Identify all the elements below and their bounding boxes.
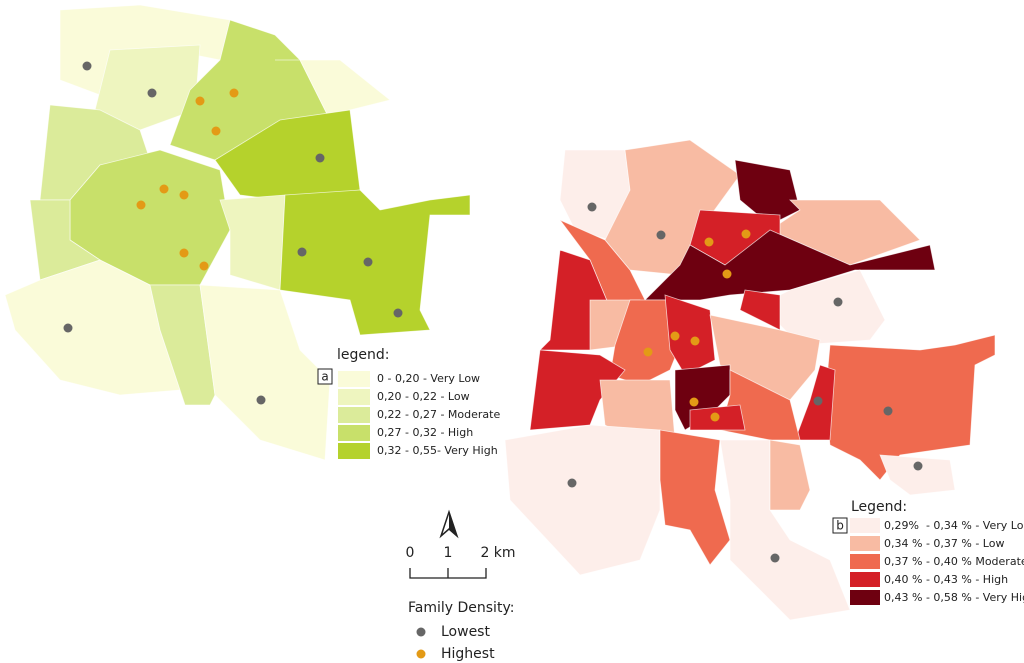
highest-symbol	[416, 649, 426, 659]
legend-item: 0,40 % - 0,43 % - High	[884, 573, 1008, 586]
highest-point	[229, 88, 239, 98]
legend-item: 0,20 - 0,22 - Low	[377, 390, 470, 403]
highest-point	[159, 184, 169, 194]
legend-swatch	[850, 590, 880, 605]
legend-item: 0,22 - 0,27 - Moderate	[377, 408, 500, 421]
legend-item: 0,37 % - 0,40 % Moderate	[884, 555, 1024, 568]
highest-point	[741, 229, 751, 239]
highest-point	[689, 397, 699, 407]
regions	[4, 4, 996, 621]
lowest-point	[256, 395, 266, 405]
legend-swatch	[338, 443, 370, 459]
district	[644, 229, 936, 301]
legend-item: 0,34 % - 0,37 % - Low	[884, 537, 1004, 550]
district	[219, 194, 286, 291]
district	[734, 159, 801, 226]
panel-label: a	[321, 370, 328, 384]
highest-point	[722, 269, 732, 279]
legend-item: 0,43 % - 0,58 % - Very High	[884, 591, 1024, 604]
scale-label: 0	[406, 545, 415, 561]
lowest-point	[297, 247, 307, 257]
legend-item: 0,29% - 0,34 % - Very Low	[884, 519, 1024, 532]
district	[29, 199, 101, 281]
legend-swatch	[338, 425, 370, 441]
lowest-point	[833, 297, 843, 307]
legend-swatch	[338, 407, 370, 423]
panel-label-box	[317, 368, 333, 385]
legend-swatch	[850, 518, 880, 533]
lowest-point	[813, 396, 823, 406]
district	[824, 334, 996, 481]
legend-title: Legend:	[851, 499, 907, 515]
highest-point	[690, 336, 700, 346]
lowest-symbol	[416, 627, 426, 637]
lowest-point	[315, 153, 325, 163]
highest-point	[179, 190, 189, 200]
highest-point	[199, 261, 209, 271]
highest-point	[136, 200, 146, 210]
lowest-point	[656, 230, 666, 240]
highest-point	[670, 331, 680, 341]
lowest-point	[147, 88, 157, 98]
district	[504, 424, 661, 576]
highest-point	[195, 96, 205, 106]
legend-item: 0,32 - 0,55- Very High	[377, 444, 498, 457]
scale-label: 2 km	[480, 545, 515, 561]
scale-label: 1	[444, 545, 453, 561]
legend-swatch	[338, 371, 370, 387]
points-legend-item: Lowest	[441, 624, 490, 640]
highest-point	[179, 248, 189, 258]
north-arrow-half	[449, 512, 457, 536]
points-legend-title: Family Density:	[408, 600, 514, 616]
legend-item: 0,27 - 0,32 - High	[377, 426, 473, 439]
highest-point	[211, 126, 221, 136]
points-legend-item: Highest	[441, 646, 495, 662]
district	[279, 189, 471, 336]
legend-swatch	[338, 389, 370, 405]
district	[659, 429, 731, 566]
lowest-point	[883, 406, 893, 416]
lowest-point	[587, 202, 597, 212]
legend-title: legend:	[337, 347, 389, 363]
highest-point	[710, 412, 720, 422]
highest-point	[704, 237, 714, 247]
points	[63, 61, 923, 563]
lowest-point	[82, 61, 92, 71]
panel-label: b	[836, 519, 844, 533]
panel-label-box	[832, 517, 848, 534]
district	[94, 44, 201, 131]
district	[879, 454, 956, 496]
lowest-point	[393, 308, 403, 318]
legend-swatch	[850, 554, 880, 569]
lowest-point	[567, 478, 577, 488]
district	[529, 349, 626, 431]
lowest-point	[63, 323, 73, 333]
legend-swatch	[850, 572, 880, 587]
legend-swatch	[850, 536, 880, 551]
district	[769, 439, 811, 511]
legend-item: 0 - 0,20 - Very Low	[377, 372, 480, 385]
lowest-point	[770, 553, 780, 563]
district	[199, 284, 331, 461]
lowest-point	[363, 257, 373, 267]
highest-point	[643, 347, 653, 357]
lowest-point	[913, 461, 923, 471]
scale-bar	[409, 568, 487, 579]
